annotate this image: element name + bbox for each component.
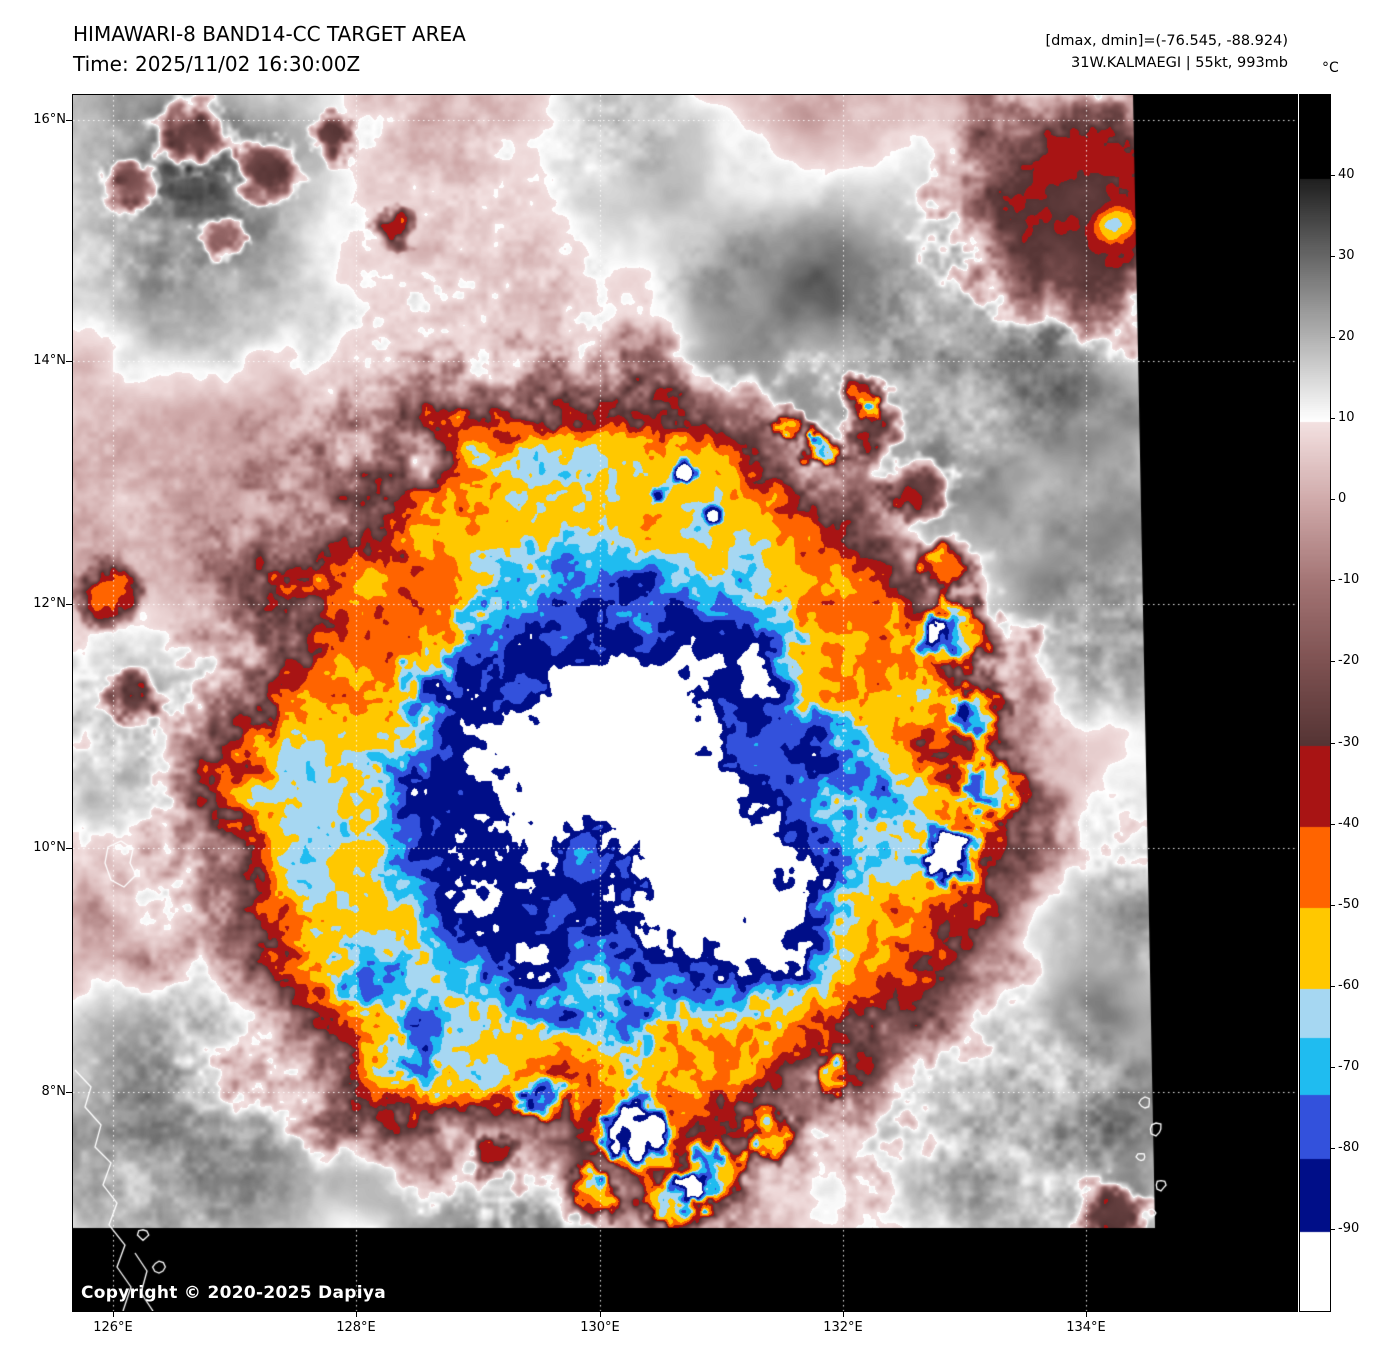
colorbar-tick-mark [1330, 742, 1335, 744]
lat-tick-label: 14°N [33, 353, 66, 368]
colorbar-tick-mark [1330, 175, 1335, 177]
copyright-watermark: Copyright © 2020-2025 Dapiya [81, 1283, 386, 1303]
colorbar-tick-mark [1330, 256, 1335, 258]
lat-tick-mark [66, 848, 72, 849]
figure-timestamp: Time: 2025/11/02 16:30:00Z [73, 52, 361, 76]
colorbar-tick-label: 20 [1338, 329, 1355, 345]
lon-tick-label: 130°E [580, 1320, 620, 1335]
colorbar-tick-label: -50 [1338, 896, 1360, 912]
colorbar-tick-label: 40 [1338, 167, 1355, 183]
lon-tick-label: 134°E [1066, 1320, 1106, 1335]
colorbar-tick-label: 0 [1338, 491, 1347, 507]
colorbar-tick-mark [1330, 904, 1335, 906]
lat-tick-mark [66, 120, 72, 121]
colorbar-tick-mark [1330, 580, 1335, 582]
colorbar-tick-label: -80 [1338, 1139, 1360, 1155]
colorbar-tick-mark [1330, 823, 1335, 825]
lon-tick-mark [1086, 1311, 1087, 1317]
figure-title: HIMAWARI-8 BAND14-CC TARGET AREA [73, 22, 466, 46]
colorbar-tick-mark [1330, 661, 1335, 663]
figure-readouts: [dmax, dmin]=(-76.545, -88.924) 31W.KALM… [1046, 31, 1289, 75]
lon-tick-mark [356, 1311, 357, 1317]
lat-tick-mark [66, 1092, 72, 1093]
colorbar-unit-label: °C [1322, 60, 1339, 76]
colorbar-tick-label: -30 [1338, 734, 1360, 750]
colorbar-tick-mark [1330, 337, 1335, 339]
colorbar-tick-label: -60 [1338, 977, 1360, 993]
lon-tick-mark [600, 1311, 601, 1317]
storm-readout: 31W.KALMAEGI | 55kt, 993mb [1071, 54, 1288, 71]
lon-tick-label: 128°E [336, 1320, 376, 1335]
colorbar-canvas [1300, 95, 1330, 1311]
dmax-dmin-readout: [dmax, dmin]=(-76.545, -88.924) [1045, 33, 1289, 49]
colorbar-tick-label: -70 [1338, 1058, 1360, 1074]
lon-tick-mark [843, 1311, 844, 1317]
colorbar-tick-mark [1330, 1228, 1335, 1230]
lon-tick-label: 126°E [93, 1320, 133, 1335]
lat-tick-mark [66, 604, 72, 605]
lon-tick-label: 132°E [823, 1320, 863, 1335]
map-plot-frame [72, 94, 1298, 1312]
colorbar-tick-label: 10 [1338, 410, 1355, 426]
colorbar-frame [1299, 94, 1331, 1312]
lat-tick-label: 10°N [33, 840, 66, 855]
lat-tick-label: 12°N [33, 596, 66, 611]
lon-tick-mark [113, 1311, 114, 1317]
satellite-image-canvas [73, 95, 1297, 1311]
lat-tick-label: 8°N [41, 1084, 67, 1099]
colorbar-tick-label: -40 [1338, 815, 1360, 831]
lat-tick-label: 16°N [33, 112, 66, 127]
colorbar-tick-mark [1330, 985, 1335, 987]
colorbar-tick-mark [1330, 1066, 1335, 1068]
colorbar-tick-label: -90 [1338, 1220, 1360, 1236]
lat-tick-mark [66, 361, 72, 362]
colorbar-tick-mark [1330, 499, 1335, 501]
colorbar-tick-mark [1330, 418, 1335, 420]
colorbar-tick-label: 30 [1338, 248, 1355, 264]
colorbar-tick-mark [1330, 1147, 1335, 1149]
colorbar-tick-label: -20 [1338, 653, 1360, 669]
colorbar-tick-label: -10 [1338, 572, 1360, 588]
